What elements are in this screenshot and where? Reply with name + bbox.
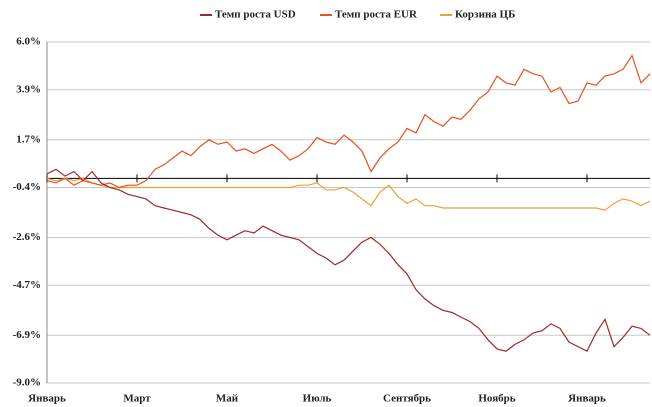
y-tick-label: -2.6% bbox=[13, 231, 41, 243]
legend-label: Корзина ЦБ bbox=[455, 9, 515, 21]
y-tick-label: -6.9% bbox=[13, 329, 41, 341]
y-tick-label: -9.0% bbox=[13, 377, 41, 389]
x-tick-label: Май bbox=[216, 393, 239, 405]
series-line bbox=[46, 177, 651, 211]
x-tick-label: Март bbox=[123, 393, 151, 405]
y-tick-label: -4.7% bbox=[13, 279, 41, 291]
y-tick-label: 6.0% bbox=[16, 36, 41, 48]
legend-label: Темп роста USD bbox=[215, 9, 296, 21]
x-tick-label: Июль bbox=[303, 393, 332, 405]
x-tick-label: Ноябрь bbox=[478, 393, 515, 405]
series-line bbox=[46, 168, 651, 353]
y-tick-label: 3.9% bbox=[16, 83, 41, 95]
x-tick-label: Сентябрь bbox=[383, 393, 431, 405]
series-line bbox=[46, 54, 651, 189]
x-tick-label: Январь bbox=[28, 393, 66, 405]
y-tick-label: 1.7% bbox=[16, 133, 41, 145]
y-tick-label: -0.4% bbox=[13, 181, 41, 193]
legend-label: Темп роста EUR bbox=[335, 9, 418, 21]
x-tick-label: Январь bbox=[568, 393, 606, 405]
